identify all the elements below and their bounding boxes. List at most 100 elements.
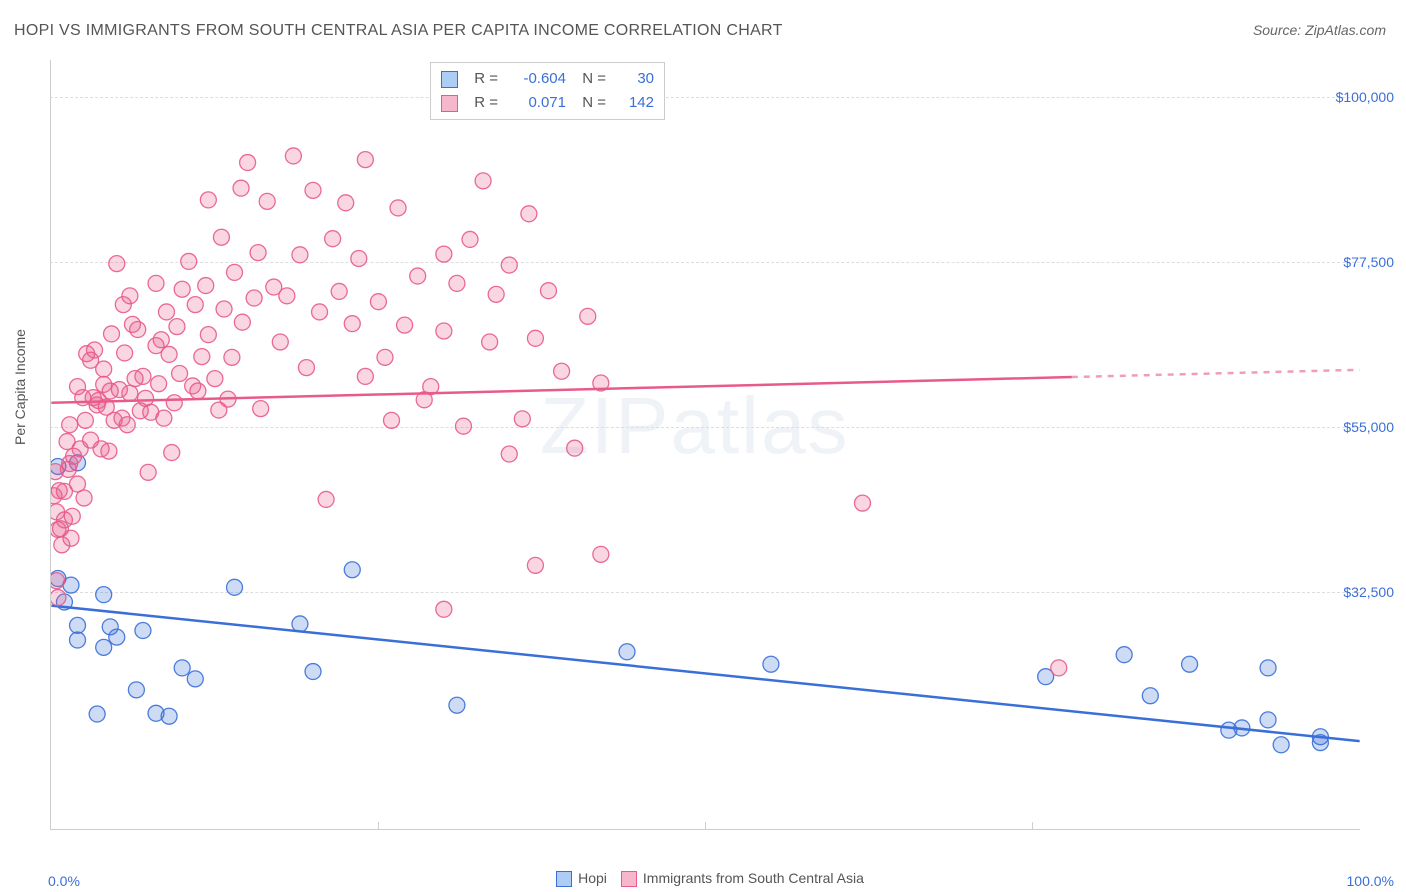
data-point	[166, 395, 182, 411]
data-point	[1260, 712, 1276, 728]
legend-swatch	[441, 95, 458, 112]
n-value: 30	[614, 67, 654, 91]
y-axis-label: Per Capita Income	[12, 329, 28, 445]
data-point	[140, 464, 156, 480]
data-point	[763, 656, 779, 672]
data-point	[156, 410, 172, 426]
data-point	[593, 546, 609, 562]
y-tick-label: $32,500	[1343, 584, 1394, 600]
data-point	[527, 557, 543, 573]
data-point	[390, 200, 406, 216]
data-point	[344, 562, 360, 578]
data-point	[122, 385, 138, 401]
data-point	[153, 332, 169, 348]
data-point	[200, 327, 216, 343]
data-point	[1273, 737, 1289, 753]
data-point	[70, 632, 86, 648]
series-legend: Hopi Immigrants from South Central Asia	[0, 870, 1406, 887]
source-label: Source: ZipAtlas.com	[1253, 22, 1386, 38]
data-point	[554, 363, 570, 379]
data-point	[135, 368, 151, 384]
y-tick-label: $100,000	[1336, 89, 1394, 105]
data-point	[63, 530, 79, 546]
data-point	[109, 256, 125, 272]
data-point	[1142, 688, 1158, 704]
data-point	[227, 579, 243, 595]
data-point	[292, 616, 308, 632]
data-point	[169, 319, 185, 335]
correlation-row: R =0.071N =142	[441, 91, 654, 115]
data-point	[1116, 647, 1132, 663]
data-point	[62, 417, 78, 433]
data-point	[224, 349, 240, 365]
r-label: R =	[466, 91, 498, 115]
y-tick-label: $77,500	[1343, 254, 1394, 270]
data-point	[619, 644, 635, 660]
r-value: -0.604	[506, 67, 566, 91]
data-point	[855, 495, 871, 511]
r-value: 0.071	[506, 91, 566, 115]
data-point	[101, 443, 117, 459]
data-point	[514, 411, 530, 427]
data-point	[436, 601, 452, 617]
n-value: 142	[614, 91, 654, 115]
data-point	[305, 664, 321, 680]
data-point	[318, 491, 334, 507]
data-point	[351, 250, 367, 266]
legend-label: Immigrants from South Central Asia	[643, 870, 864, 886]
data-point	[272, 334, 288, 350]
data-point	[77, 412, 93, 428]
data-point	[76, 490, 92, 506]
data-point	[161, 346, 177, 362]
data-point	[475, 173, 491, 189]
data-point	[96, 361, 112, 377]
data-point	[357, 152, 373, 168]
data-point	[455, 418, 471, 434]
data-point	[158, 304, 174, 320]
data-point	[253, 401, 269, 417]
data-point	[63, 577, 79, 593]
trend-line-extrapolated	[1072, 370, 1360, 377]
data-point	[64, 508, 80, 524]
data-point	[227, 264, 243, 280]
n-label: N =	[574, 67, 606, 91]
data-point	[541, 283, 557, 299]
data-point	[462, 231, 478, 247]
data-point	[285, 148, 301, 164]
data-point	[370, 294, 386, 310]
plot-area	[50, 60, 1360, 830]
plot-svg	[50, 60, 1360, 830]
data-point	[325, 231, 341, 247]
data-point	[234, 314, 250, 330]
data-point	[298, 360, 314, 376]
data-point	[240, 155, 256, 171]
data-point	[50, 573, 65, 589]
y-tick-label: $55,000	[1343, 419, 1394, 435]
data-point	[331, 283, 347, 299]
data-point	[436, 246, 452, 262]
data-point	[1182, 656, 1198, 672]
data-point	[151, 376, 167, 392]
data-point	[200, 192, 216, 208]
data-point	[1260, 660, 1276, 676]
data-point	[87, 342, 103, 358]
data-point	[527, 330, 543, 346]
correlation-row: R =-0.604N =30	[441, 67, 654, 91]
data-point	[377, 349, 393, 365]
legend-swatch	[556, 871, 572, 887]
data-point	[250, 245, 266, 261]
data-point	[501, 257, 517, 273]
chart-title: HOPI VS IMMIGRANTS FROM SOUTH CENTRAL AS…	[14, 22, 783, 40]
data-point	[1051, 660, 1067, 676]
data-point	[567, 440, 583, 456]
legend-swatch	[441, 71, 458, 88]
trend-line	[51, 606, 1359, 741]
data-point	[109, 629, 125, 645]
legend-label: Hopi	[578, 870, 607, 886]
data-point	[187, 671, 203, 687]
data-point	[312, 304, 328, 320]
data-point	[482, 334, 498, 350]
legend-swatch	[621, 871, 637, 887]
data-point	[161, 708, 177, 724]
data-point	[233, 180, 249, 196]
